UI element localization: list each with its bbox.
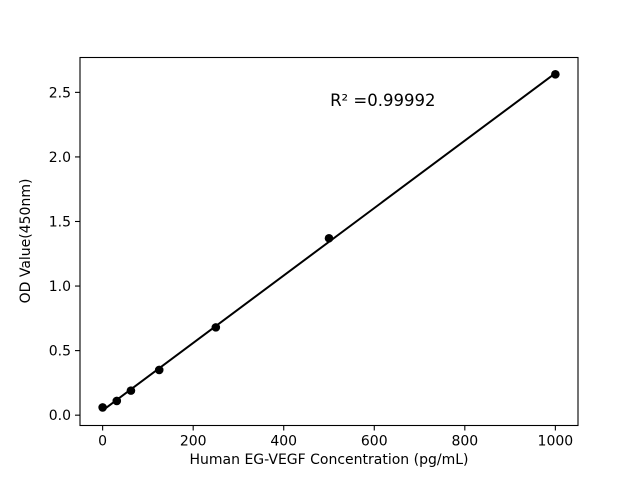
data-point	[126, 386, 136, 395]
y-tick-label: 2.5	[49, 85, 71, 101]
x-tick-label: 0	[98, 434, 107, 450]
y-tick-label: 1.5	[49, 214, 71, 230]
x-axis-label: Human EG-VEGF Concentration (pg/mL)	[190, 452, 469, 468]
data-point	[324, 233, 334, 243]
data-point	[98, 403, 107, 412]
plot-area: 0 200 400 600 800 1000 0.0 0.5 1.0 1.5 2.0 2.5	[49, 56, 579, 450]
axes-box	[79, 56, 579, 427]
x-tick-label: 200	[180, 434, 207, 450]
x-tick-label: 800	[451, 434, 478, 450]
y-tick-label: 2.0	[49, 150, 71, 166]
x-tick-label: 1000	[538, 434, 574, 450]
x-tick-label: 600	[361, 434, 388, 450]
data-point	[551, 69, 560, 79]
y-tick-label: 0.5	[49, 344, 71, 360]
y-tick-label: 0.0	[49, 408, 71, 424]
y-axis-label: OD Value(450nm)	[18, 179, 34, 304]
r-squared-annotation: R² =0.99992	[330, 91, 435, 110]
data-point	[211, 323, 221, 332]
y-tick-label: 1.0	[49, 279, 71, 295]
x-tick-label: 400	[270, 434, 297, 450]
data-point	[112, 396, 122, 406]
data-point	[154, 365, 164, 375]
